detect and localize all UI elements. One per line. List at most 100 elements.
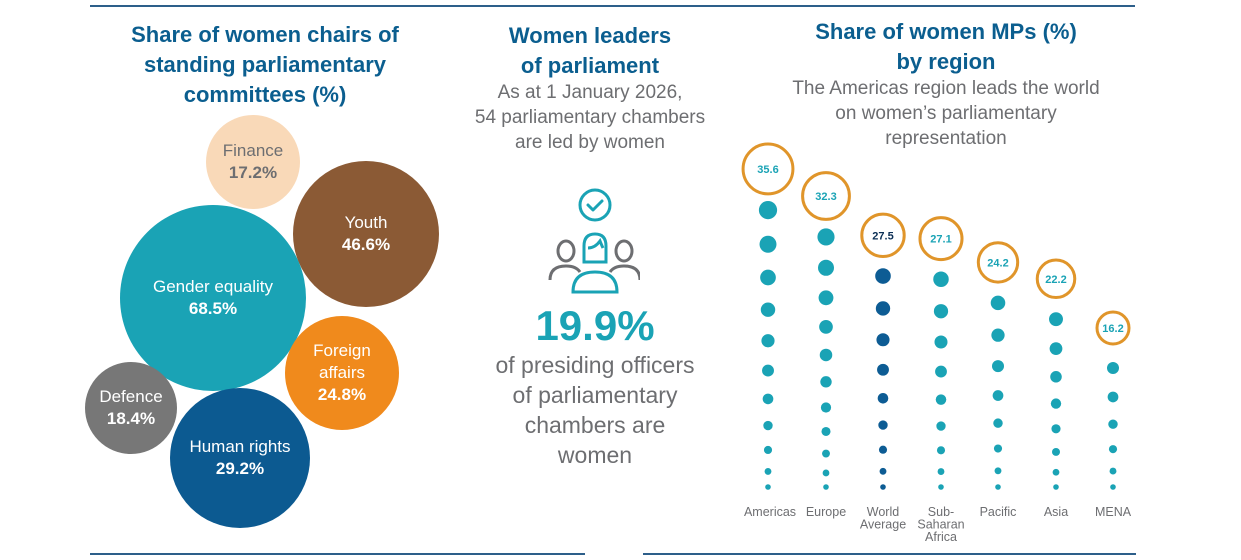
desc-line: of parliamentary (512, 382, 678, 408)
dot-mark (1050, 398, 1062, 409)
subtitle-line: on women’s parliamentary (835, 103, 1057, 124)
dot-mark (993, 418, 1003, 428)
women-leader-group-icon (548, 188, 640, 294)
value-ring (1095, 310, 1131, 346)
dot-mark (822, 449, 830, 458)
category-label: World (867, 505, 899, 519)
dot-mark (1052, 447, 1060, 456)
dot-mark (760, 302, 776, 317)
bubble-gender-equality: Gender equality 68.5% (120, 205, 306, 391)
dot-mark (1108, 445, 1118, 454)
dot-mark (817, 228, 835, 246)
bubble-value: 29.2% (215, 459, 265, 478)
title-line: of parliament (520, 53, 660, 78)
category-label: Africa (925, 530, 957, 544)
bubble-label: Foreign affairs (313, 341, 371, 382)
bubble-label: Gender equality (152, 277, 274, 296)
dot-mark (995, 484, 1001, 490)
dot-mark (880, 484, 886, 490)
dot-mark (763, 445, 773, 455)
dot-mark (821, 426, 831, 437)
dot-mark (936, 446, 946, 455)
dot-mark (875, 301, 891, 316)
data-label: 22.2 (1045, 274, 1066, 286)
title-line: Share of women MPs (%) (815, 19, 1077, 44)
title-line: standing parliamentary (143, 52, 387, 77)
dot-mark (933, 271, 949, 288)
desc-line: women (557, 442, 633, 468)
desc-line: chambers are (524, 412, 666, 438)
category-label: Asia (1044, 505, 1068, 519)
dot-mark (1051, 424, 1061, 434)
subtitle-line: 54 parliamentary chambers (474, 107, 706, 128)
data-label: 32.3 (815, 191, 836, 203)
category-label: Saharan (917, 518, 964, 532)
big-stat-value: 19.9% (535, 302, 655, 349)
big-stat-description: of presiding officers of parliamentary c… (450, 350, 740, 470)
dot-mark (877, 363, 889, 376)
dot-mark (992, 360, 1004, 373)
subtitle-line: As at 1 January 2026, (497, 82, 683, 103)
category-label: Americas (744, 505, 796, 519)
top-rule (90, 5, 1135, 7)
category-label: Pacific (980, 505, 1017, 519)
dot-mark (1110, 484, 1116, 490)
dot-mark (935, 365, 947, 378)
data-label: 27.5 (872, 230, 893, 242)
title-line: Women leaders (508, 23, 672, 48)
region-chart-title: Share of women MPs (%) by region (746, 17, 1146, 77)
subtitle-line: are led by women (515, 132, 665, 153)
data-label: 27.1 (930, 234, 951, 246)
dot-mark (935, 394, 947, 405)
data-label: 24.2 (987, 257, 1008, 269)
dot-mark (876, 333, 890, 347)
dot-mark (937, 468, 945, 475)
dot-mark (1107, 391, 1119, 403)
bubble-label: Human rights (189, 437, 291, 456)
dot-mark (823, 484, 829, 490)
value-ring (860, 212, 906, 259)
dot-mark (759, 235, 777, 253)
dot-mark (1052, 468, 1060, 476)
dot-mark (991, 328, 1005, 342)
dot-mark (1108, 419, 1118, 429)
bubble-value: 68.5% (188, 299, 238, 318)
dot-mark (933, 304, 949, 319)
committees-title: Share of women chairs of standing parlia… (80, 20, 450, 110)
leaders-title: Women leaders of parliament (440, 21, 740, 81)
value-ring (918, 216, 964, 262)
dot-mark (820, 376, 832, 388)
value-ring (976, 241, 1020, 284)
dot-mark (990, 295, 1006, 311)
bubble-human-rights: Human rights 29.2% (170, 388, 310, 528)
bubble-label: Defence (99, 387, 163, 406)
bubble-value: 46.6% (341, 235, 391, 254)
category-label: Europe (806, 505, 846, 519)
dot-mark (993, 444, 1003, 453)
title-line: committees (%) (183, 82, 347, 107)
dot-mark (822, 469, 830, 477)
dot-mark (761, 334, 775, 348)
dot-mark (1107, 362, 1119, 374)
bubble-value: 18.4% (106, 409, 156, 428)
bubble-value: 24.8% (317, 385, 367, 404)
dot-mark (992, 390, 1004, 401)
dot-mark (1109, 467, 1117, 475)
dot-mark (1050, 371, 1062, 383)
category-label: Average (860, 518, 906, 532)
leaders-subtitle: As at 1 January 2026, 54 parliamentary c… (430, 80, 750, 155)
value-ring (801, 171, 851, 221)
dot-mark (878, 420, 888, 430)
title-line: Share of women chairs of (131, 22, 399, 47)
dot-mark (936, 421, 946, 431)
bubble-youth: Youth 46.6% (293, 161, 439, 307)
dot-mark (879, 467, 887, 475)
dot-mark (875, 268, 891, 284)
dot-mark (819, 320, 833, 334)
subtitle-line: The Americas region leads the world (792, 78, 1100, 99)
dot-mark (762, 364, 774, 377)
dot-mark (878, 445, 888, 454)
dot-mark (762, 393, 774, 405)
dot-mark (760, 269, 776, 286)
